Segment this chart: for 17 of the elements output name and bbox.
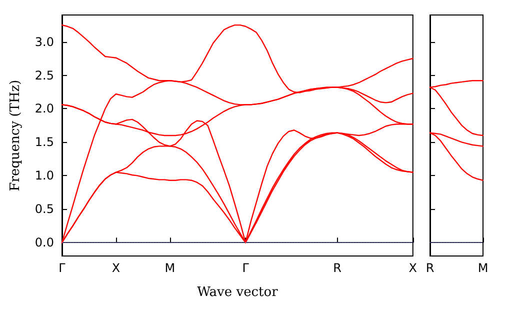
x-tick-label: Γ bbox=[58, 261, 66, 275]
x-tick-label: R bbox=[333, 261, 342, 275]
y-tick-label: 2.0 bbox=[34, 102, 54, 116]
y-tick-label: 1.5 bbox=[34, 135, 54, 150]
y-tick-label: 2.5 bbox=[34, 68, 54, 82]
y-tick-label: 3.0 bbox=[34, 34, 54, 49]
x-tick-label: M bbox=[478, 261, 488, 275]
x-tick-label: X bbox=[112, 261, 120, 275]
x-tick-label: Γ bbox=[242, 261, 250, 275]
x-tick-label: X bbox=[408, 261, 418, 275]
y-tick-label: 1.0 bbox=[34, 168, 54, 183]
x-tick-label: R bbox=[426, 261, 434, 275]
x-axis-title: Wave vector bbox=[197, 285, 279, 300]
y-tick-label: 0.5 bbox=[34, 202, 54, 216]
y-tick-label: 0.0 bbox=[34, 236, 54, 250]
y-axis-title: Frequency (THz) bbox=[8, 80, 23, 192]
x-tick-label: M bbox=[164, 261, 176, 275]
